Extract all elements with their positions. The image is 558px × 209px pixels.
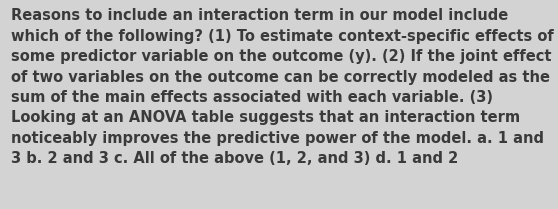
Text: Reasons to include an interaction term in our model include
which of the followi: Reasons to include an interaction term i… <box>11 8 554 166</box>
